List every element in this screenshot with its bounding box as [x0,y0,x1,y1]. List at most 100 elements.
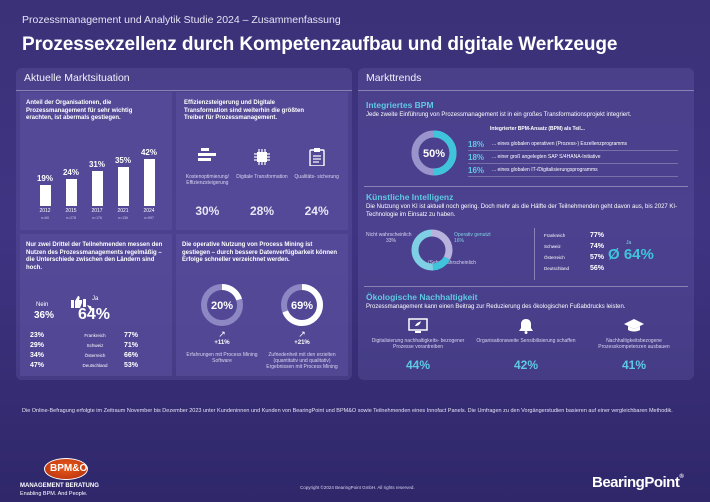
bar-n-label: n=136 [118,216,128,220]
vertical-divider [534,228,535,280]
country-row: 47% Deutschland 53% [30,362,166,372]
ki-title: Künstliche Intelligenz [366,192,454,202]
section-divider [364,186,688,187]
yes-value: 64% [78,306,111,323]
graduation-cap-icon [624,319,644,332]
bpm-title: Integriertes BPM [366,100,434,110]
eco-text: Prozessmanagement kann einen Beitrag zur… [366,304,626,310]
mining-donut: 69% [281,284,323,326]
panel-divider [16,90,352,91]
ki-country-row: Schweiz 74% [544,243,604,254]
no-value: 36% [34,310,55,321]
eco-item: Organisationsweite Sensibilisierung scha… [476,318,576,372]
ki-avg-value: Ø 64% [608,246,654,263]
bar-n-label: n=176 [92,216,102,220]
bpm-list-item: 18% ... einer groß angelegten SAP S/4HANA… [468,151,678,164]
eco-item: Nachhaltigkeitsbezogene Prozesskompetenz… [584,318,684,372]
bar-n-label: n=60 [41,216,49,220]
monitor-icon [408,318,428,333]
copyright: Copyright ©2024 BearingPoint GmbH. All r… [300,485,415,490]
driver-value: 24% [304,204,329,218]
eco-label: Organisationsweite Sensibilisierung scha… [476,338,576,344]
bpmo-tagline: Enabling BPM. And People. [20,491,88,497]
bell-icon [519,319,533,334]
bar-value-label: 35% [114,155,131,165]
bpmo-subtitle: MANAGEMENT BERATUNG [20,483,99,489]
supertitle: Prozessmanagement und Analytik Studie 20… [22,14,341,26]
thumbs-icon [71,296,92,310]
mining-item: 69% ↗ +21% Zufriedenheit mit den erzielt… [260,282,344,370]
driver-item: Qualitäts- sicherung 24% [290,148,344,228]
ki-segment-likely [411,229,453,271]
measure-text: Nur zwei Drittel der Teilnehmenden messe… [26,242,163,271]
bar-n-label: n=997 [144,216,154,220]
row-no: 34% [30,352,45,359]
eco-value: 42% [513,358,539,372]
row-yes: 77% [124,332,139,339]
bar-category-label: 2024 [143,208,155,214]
mining-value: 20% [211,300,233,312]
eco-title: Ökologische Nachhaltigkeit [366,292,478,302]
bar-n-label: n=278 [66,216,76,220]
ki-text: Die Nutzung von KI ist aktuell noch geri… [366,204,678,218]
mining-delta: +21% [294,340,310,346]
row-country: Deutschland [82,363,108,368]
row-no: 29% [30,342,45,349]
eco-label: Digitalisierung nachhaltigkeits- bezogen… [371,338,465,350]
bpm-donut: 50% [411,130,457,176]
bar [117,166,129,206]
drivers-text: Effizienzsteigerung und Digitale Transfo… [184,100,305,121]
bar-value-label: 19% [36,173,53,183]
row-yes: 71% [124,342,139,349]
bar [91,171,103,206]
row-no: 47% [30,362,45,369]
no-label: Nein [36,302,49,308]
ki-country: Frankreich [544,233,566,238]
ki-avg-label: Ja [626,240,632,246]
ki-country-row: Frankreich 77% [544,232,604,243]
bpmo-logo-text: BPM&O [50,463,88,474]
eco-value: 44% [405,358,431,372]
arrow-up-icon: ↗ [298,329,306,339]
row-yes: 53% [124,362,139,369]
ki-country-value: 77% [589,232,604,239]
mining-label: Zufriedenheit mit den erzielten (quantit… [266,351,338,370]
section-divider [364,286,688,287]
ki-country-value: 56% [589,265,604,272]
eco-item: Digitalisierung nachhaltigkeits- bezogen… [368,318,468,372]
ki-country-row: Österreich 57% [544,254,604,265]
ki-country-value: 57% [589,254,604,261]
row-no: 23% [30,332,45,339]
panel-heading: Markttrends [366,72,422,84]
bar [143,158,155,206]
ki-country: Schweiz [544,244,561,249]
panel-divider [358,90,694,91]
panel-market-situation: Aktuelle Marktsituation Anteil der Organ… [16,68,352,380]
bpm-list-item: 16% ... eines globalen IT-/Digitalisierun… [468,164,678,177]
eco-value: 41% [621,358,647,372]
driver-label: Qualitäts- sicherung [294,174,339,180]
country-table: 23% Frankreich 77% 29% Schweiz 71% 34% Österrei… [30,332,166,372]
bpm-item-value: 18% [468,139,485,149]
chip-icon [253,149,270,165]
importance-chart-box: Anteil der Organisationen, die Prozessma… [20,92,172,230]
bar-category-label: 2017 [91,208,103,214]
ki-country-value: 74% [589,243,604,250]
footer-methodology: Die Online-Befragung erfolgte im Zeitrau… [22,408,673,414]
driver-item: Digitale Transformation 28% [235,148,289,228]
clipboard-icon [308,148,325,166]
bpmo-logo: BPM&O MANAGEMENT BERATUNG Enabling BPM. … [20,458,112,498]
bpmo-emblem [44,458,88,480]
bpm-list-item: 18% ... eines globalen operativen (Prozes… [468,138,678,151]
row-yes: 66% [124,352,139,359]
bpm-item-label: ... einer groß angelegten SAP S/4HANA-In… [492,154,601,160]
ki-country-table: Frankreich 77% Schweiz 74% Österreich 57% Deut… [544,232,604,276]
row-country: Frankreich [84,333,106,338]
bar-value-label: 24% [62,168,79,178]
country-row: 34% Österreich 66% [30,352,166,362]
drivers-box: Effizienzsteigerung und Digitale Transfo… [176,92,348,230]
driver-label: Kostenoptimierung/ Effizienzsteigerung [185,174,229,186]
ki-country-row: Deutschland 56% [544,265,604,276]
bar [39,184,51,206]
ki-donut [411,229,453,271]
